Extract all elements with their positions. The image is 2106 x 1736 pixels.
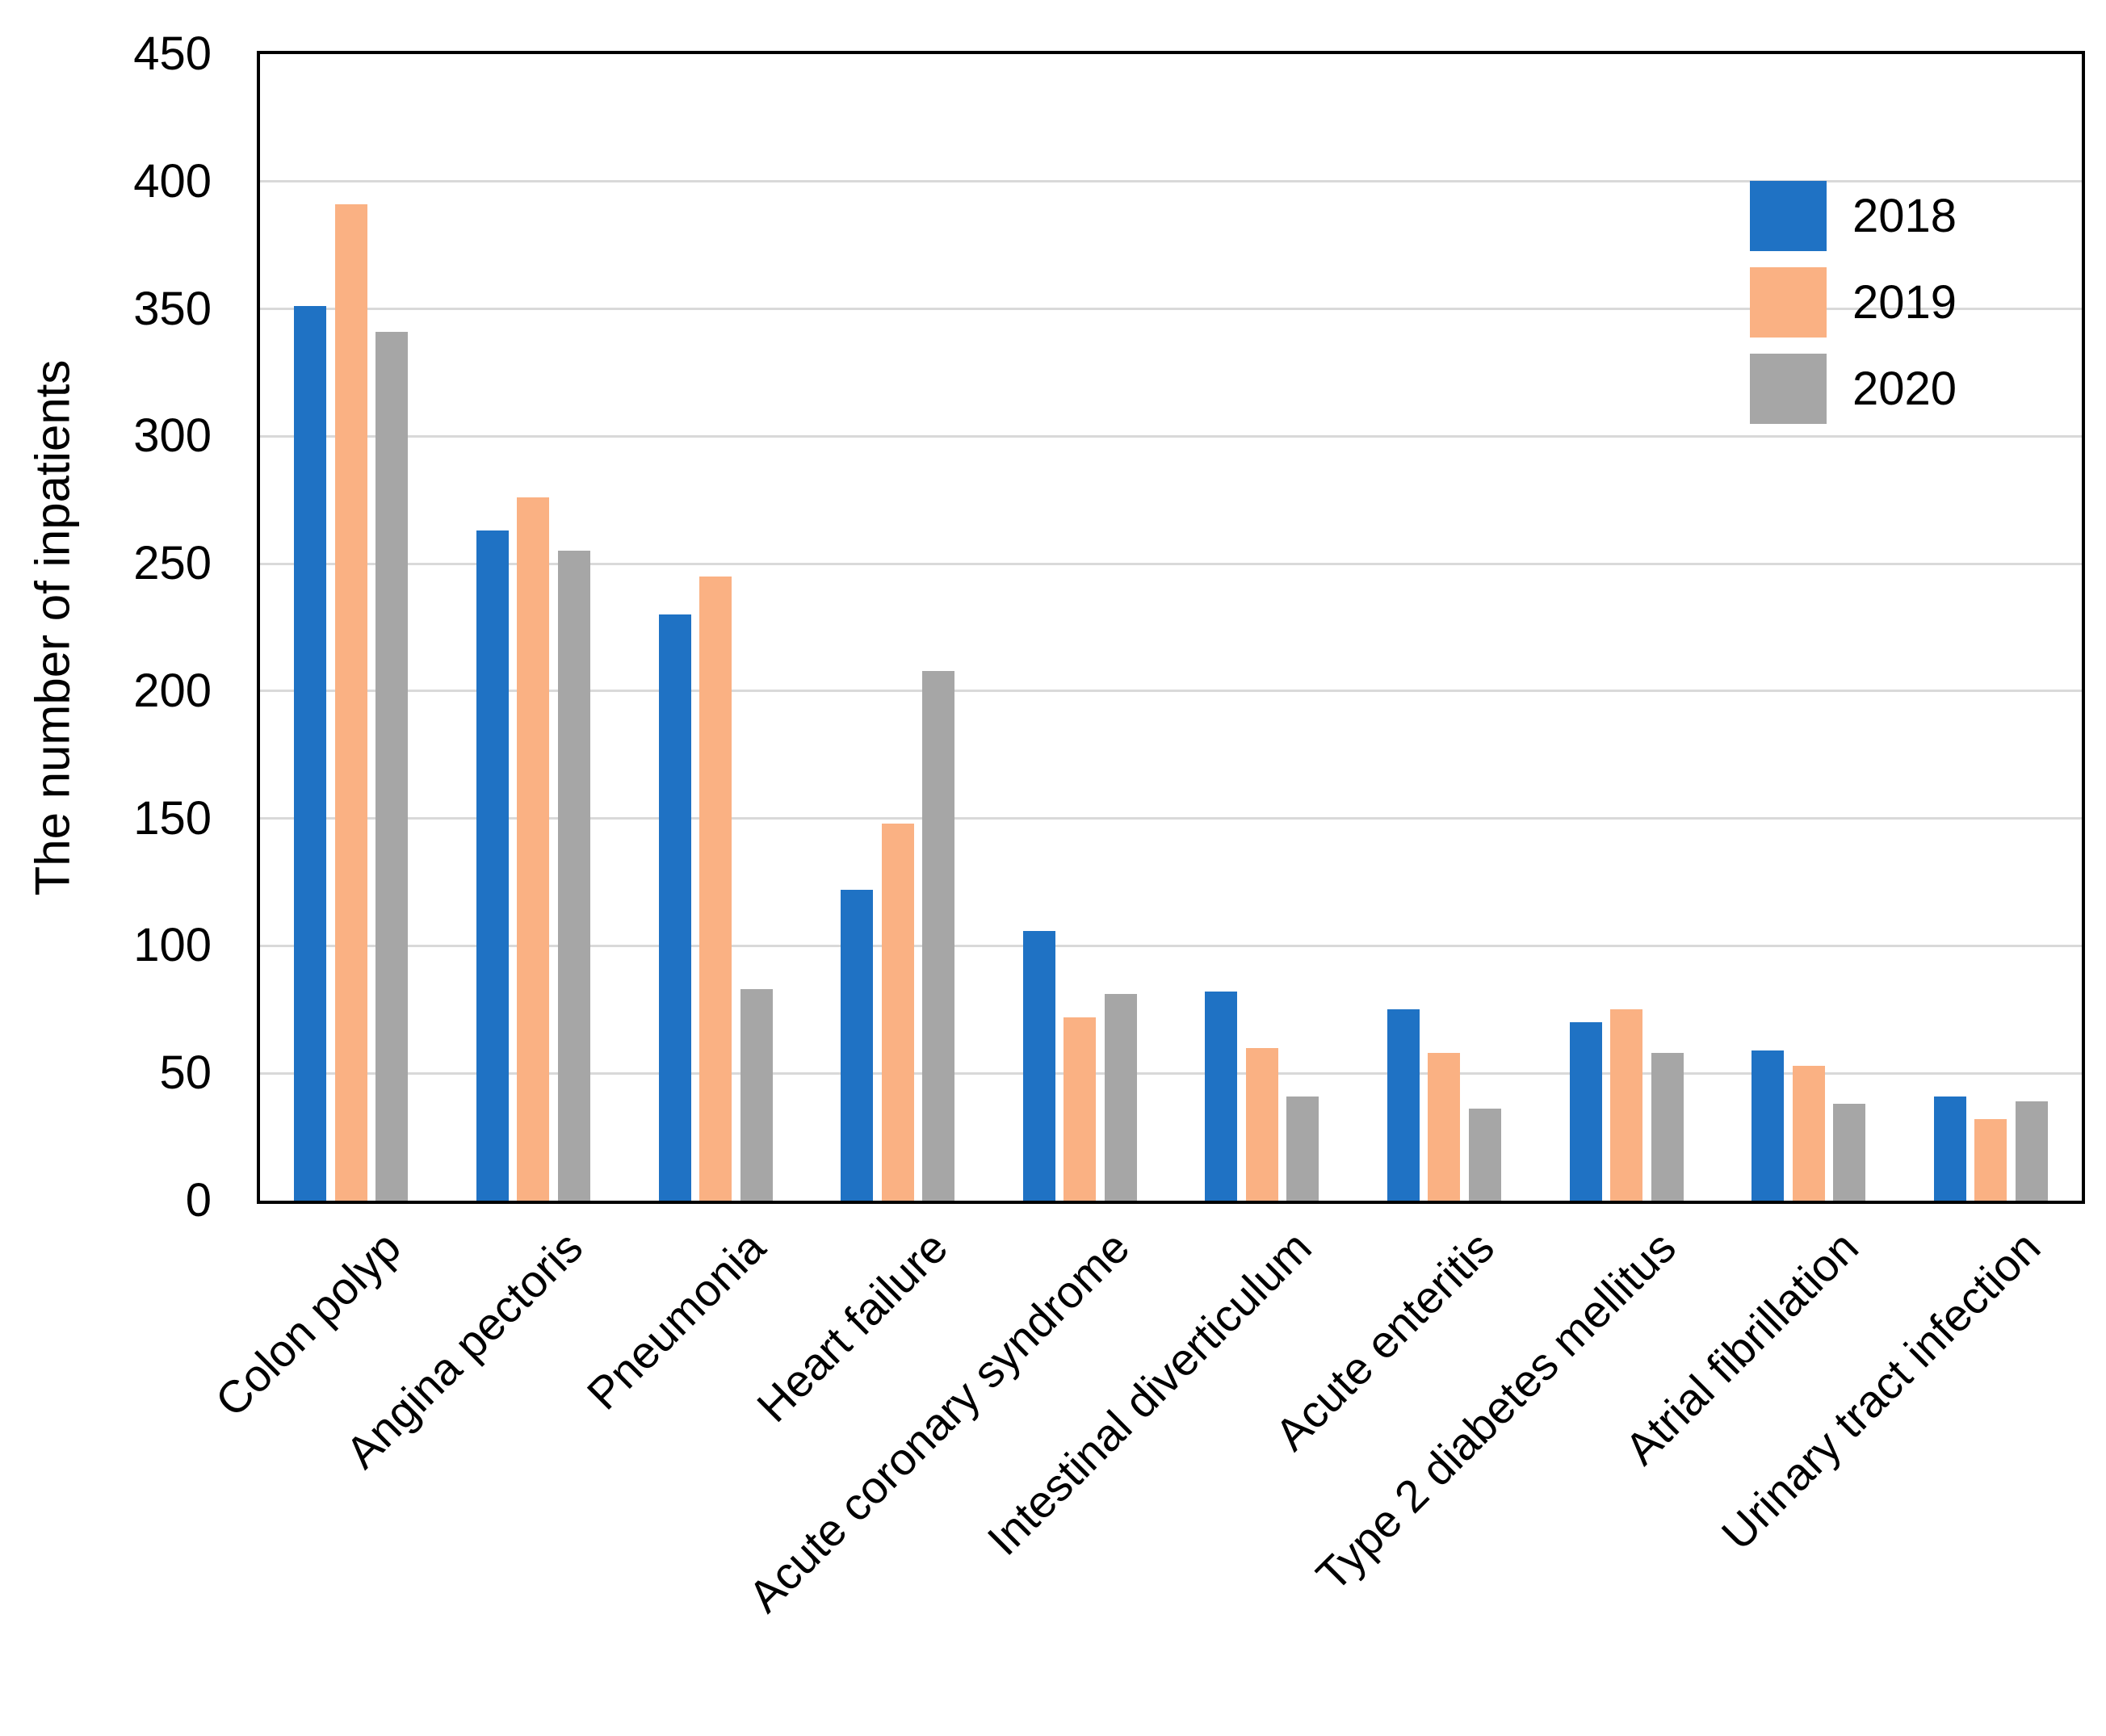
y-tick-label: 100 (133, 919, 212, 972)
legend-item: 2019 (1750, 267, 1957, 338)
gridline (260, 817, 2082, 820)
gridline (260, 562, 2082, 565)
y-tick-label: 150 (133, 791, 212, 845)
bar-2020 (375, 331, 409, 1201)
x-category-label: Type 2 diabetes mellitus (1306, 1221, 1686, 1601)
legend-label: 2020 (1852, 363, 1957, 415)
bar-2018 (658, 614, 691, 1201)
bar-2019 (1792, 1065, 1825, 1201)
bar-2019 (517, 497, 550, 1201)
y-tick-label: 250 (133, 537, 212, 590)
y-tick-label: 450 (133, 27, 212, 80)
bar-2018 (1387, 1009, 1420, 1201)
gridline (260, 308, 2082, 311)
y-tick-label: 0 (185, 1174, 212, 1227)
bar-2020 (740, 989, 773, 1201)
bar-2018 (1933, 1096, 1966, 1201)
legend-swatch-2019 (1750, 267, 1827, 338)
legend: 2018 2019 2020 (1750, 181, 1957, 440)
legend-label: 2019 (1852, 276, 1957, 329)
bar-2020 (1286, 1096, 1319, 1201)
bar-2018 (1752, 1050, 1785, 1201)
x-category-label: Pneumonia (577, 1221, 775, 1419)
bar-2018 (1022, 930, 1055, 1201)
bar-2019 (1428, 1052, 1461, 1201)
bar-2020 (557, 551, 590, 1201)
bar-2020 (2015, 1101, 2048, 1201)
bar-2018 (841, 890, 874, 1201)
gridline (260, 180, 2082, 183)
y-tick-label: 300 (133, 409, 212, 463)
bar-2019 (1610, 1009, 1642, 1201)
x-category-label: Intestinal diverticulum (977, 1221, 1322, 1565)
legend-swatch-2020 (1750, 354, 1827, 424)
bar-2019 (334, 204, 367, 1201)
legend-label: 2018 (1852, 190, 1957, 242)
bar-2020 (1833, 1104, 1866, 1201)
legend-item: 2018 (1750, 181, 1957, 251)
bar-2019 (699, 576, 732, 1201)
bar-2019 (881, 823, 914, 1201)
gridline (260, 1071, 2082, 1075)
gridline (260, 434, 2082, 438)
bar-2019 (1245, 1047, 1278, 1201)
bar-2020 (922, 670, 955, 1201)
bar-2018 (1205, 992, 1238, 1201)
y-tick-label: 200 (133, 664, 212, 717)
bar-2020 (1651, 1052, 1684, 1201)
bar-2018 (476, 530, 509, 1201)
y-tick-label: 50 (159, 1046, 212, 1100)
bar-2018 (1569, 1022, 1602, 1201)
bar-2020 (1104, 994, 1137, 1201)
gridline (260, 944, 2082, 947)
gridline (260, 690, 2082, 693)
bar-2020 (1468, 1109, 1501, 1201)
bar-2019 (1974, 1119, 2007, 1201)
y-tick-label: 400 (133, 154, 212, 208)
x-category-label: Acute coronary syndrome (738, 1221, 1139, 1622)
y-tick-label: 350 (133, 282, 212, 335)
y-axis-title-wrap: The number of inpatients (8, 51, 97, 1204)
x-category-label: Urinary tract infection (1711, 1221, 2050, 1560)
legend-swatch-2018 (1750, 181, 1827, 251)
bar-2019 (1063, 1017, 1097, 1201)
bar-2018 (294, 306, 327, 1201)
legend-item: 2020 (1750, 354, 1957, 424)
